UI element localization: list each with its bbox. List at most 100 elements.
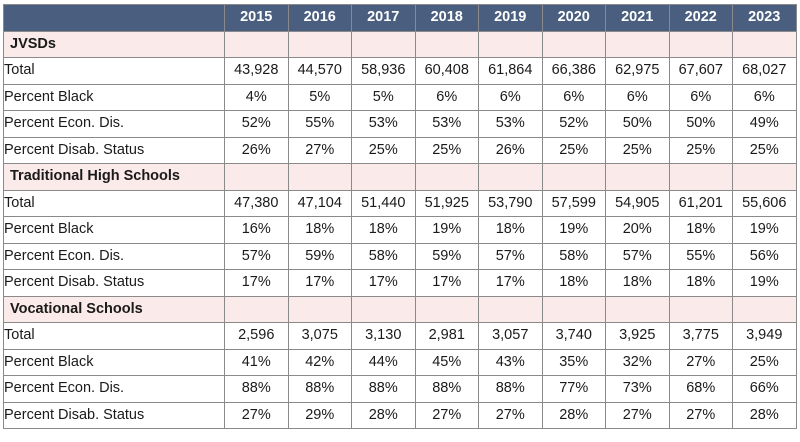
group-empty-cell	[414, 295, 479, 323]
value-cell: 17%	[224, 269, 289, 297]
group-empty-cell	[478, 30, 543, 58]
group-empty-cell	[605, 163, 670, 191]
value-cell: 67,607	[668, 57, 733, 85]
value-cell: 3,130	[351, 322, 416, 350]
value-cell: 5%	[287, 83, 352, 111]
value-cell: 77%	[541, 375, 606, 403]
value-cell: 55,606	[732, 189, 797, 217]
table-row: Percent Econ. Dis. 57% 59% 58% 59% 57% 58% 57% 5…	[3, 242, 797, 270]
value-cell: 28%	[541, 401, 606, 429]
value-cell: 3,925	[605, 322, 670, 350]
row-label: Total	[3, 189, 225, 217]
year-header: 2017	[351, 4, 416, 32]
value-cell: 55%	[668, 242, 733, 270]
value-cell: 16%	[224, 216, 289, 244]
value-cell: 41%	[224, 348, 289, 376]
value-cell: 19%	[414, 216, 479, 244]
value-cell: 2,596	[224, 322, 289, 350]
value-cell: 6%	[605, 83, 670, 111]
value-cell: 25%	[668, 136, 733, 164]
value-cell: 18%	[605, 269, 670, 297]
row-label: Total	[3, 57, 225, 85]
value-cell: 88%	[224, 375, 289, 403]
value-cell: 58%	[351, 242, 416, 270]
group-label: Vocational Schools	[3, 295, 225, 323]
value-cell: 88%	[351, 375, 416, 403]
value-cell: 25%	[414, 136, 479, 164]
group-empty-cell	[478, 163, 543, 191]
enrollment-table: 2015 2016 2017 2018 2019 2020 2021 2022 …	[3, 4, 797, 429]
header-corner-cell	[3, 4, 225, 32]
value-cell: 53%	[478, 110, 543, 138]
row-label: Percent Econ. Dis.	[3, 242, 225, 270]
value-cell: 4%	[224, 83, 289, 111]
value-cell: 73%	[605, 375, 670, 403]
value-cell: 29%	[287, 401, 352, 429]
table-row: Total 2,596 3,075 3,130 2,981 3,057 3,740 3,925…	[3, 322, 797, 350]
value-cell: 53%	[414, 110, 479, 138]
value-cell: 3,740	[541, 322, 606, 350]
value-cell: 3,949	[732, 322, 797, 350]
year-header: 2019	[478, 4, 543, 32]
value-cell: 50%	[668, 110, 733, 138]
row-label: Percent Econ. Dis.	[3, 375, 225, 403]
value-cell: 35%	[541, 348, 606, 376]
table-row: Percent Disab. Status 26% 27% 25% 25% 26% 25% 2…	[3, 136, 797, 164]
value-cell: 28%	[732, 401, 797, 429]
value-cell: 57,599	[541, 189, 606, 217]
value-cell: 28%	[351, 401, 416, 429]
value-cell: 2,981	[414, 322, 479, 350]
group-header-row: Vocational Schools	[3, 295, 797, 323]
value-cell: 60,408	[414, 57, 479, 85]
group-empty-cell	[541, 163, 606, 191]
value-cell: 3,775	[668, 322, 733, 350]
value-cell: 88%	[414, 375, 479, 403]
group-empty-cell	[668, 295, 733, 323]
value-cell: 53%	[351, 110, 416, 138]
group-empty-cell	[732, 295, 797, 323]
value-cell: 27%	[668, 348, 733, 376]
year-header: 2023	[732, 4, 797, 32]
value-cell: 49%	[732, 110, 797, 138]
group-empty-cell	[351, 163, 416, 191]
value-cell: 17%	[351, 269, 416, 297]
value-cell: 44%	[351, 348, 416, 376]
year-header: 2016	[287, 4, 352, 32]
value-cell: 42%	[287, 348, 352, 376]
group-empty-cell	[351, 295, 416, 323]
value-cell: 68,027	[732, 57, 797, 85]
value-cell: 17%	[414, 269, 479, 297]
value-cell: 19%	[732, 216, 797, 244]
row-label: Percent Black	[3, 348, 225, 376]
table-row: Percent Econ. Dis. 88% 88% 88% 88% 88% 77% 73% 6…	[3, 375, 797, 403]
table-row: Percent Econ. Dis. 52% 55% 53% 53% 53% 52% 50% 5…	[3, 110, 797, 138]
value-cell: 57%	[224, 242, 289, 270]
group-header-row: Traditional High Schools	[3, 163, 797, 191]
group-empty-cell	[224, 163, 289, 191]
value-cell: 5%	[351, 83, 416, 111]
value-cell: 44,570	[287, 57, 352, 85]
table-header: 2015 2016 2017 2018 2019 2020 2021 2022 …	[3, 4, 797, 32]
value-cell: 59%	[287, 242, 352, 270]
group-empty-cell	[287, 295, 352, 323]
group-empty-cell	[414, 163, 479, 191]
value-cell: 61,201	[668, 189, 733, 217]
year-header: 2015	[224, 4, 289, 32]
value-cell: 25%	[351, 136, 416, 164]
value-cell: 25%	[605, 136, 670, 164]
value-cell: 18%	[287, 216, 352, 244]
year-header: 2022	[668, 4, 733, 32]
value-cell: 26%	[478, 136, 543, 164]
value-cell: 3,057	[478, 322, 543, 350]
group-label: JVSDs	[3, 30, 225, 58]
value-cell: 18%	[478, 216, 543, 244]
value-cell: 88%	[478, 375, 543, 403]
value-cell: 27%	[668, 401, 733, 429]
value-cell: 52%	[224, 110, 289, 138]
group-empty-cell	[541, 30, 606, 58]
value-cell: 57%	[605, 242, 670, 270]
group-empty-cell	[224, 295, 289, 323]
group-label: Traditional High Schools	[3, 163, 225, 191]
value-cell: 6%	[668, 83, 733, 111]
value-cell: 18%	[668, 216, 733, 244]
